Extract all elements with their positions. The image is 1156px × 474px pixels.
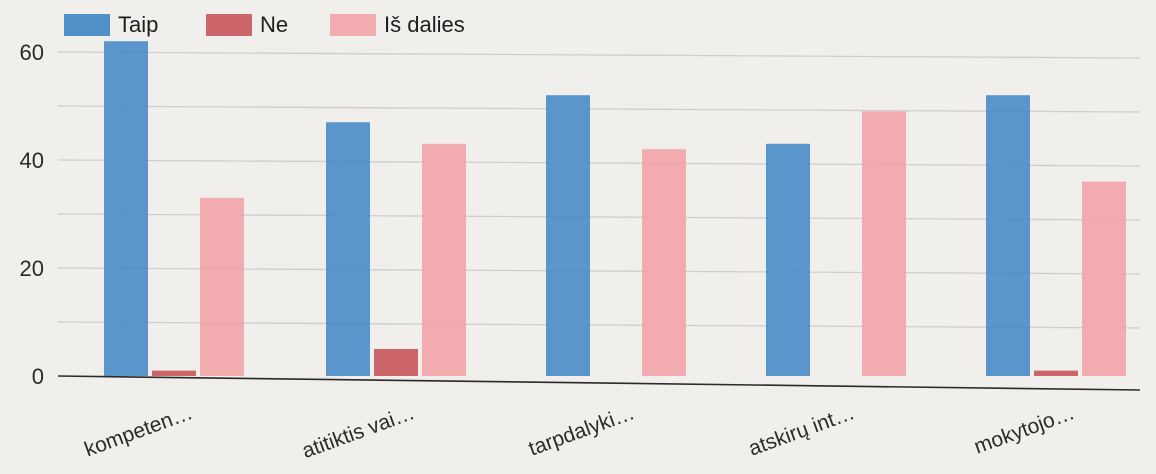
x-category-label: mokytojo… bbox=[971, 401, 1078, 459]
bar-ne bbox=[152, 370, 196, 376]
x-axis-labels: kompeten… atitiktis vai… tarpdalyki… atskir… bbox=[81, 401, 1077, 463]
x-category-label: atskirų int… bbox=[746, 401, 858, 461]
y-tick-label: 40 bbox=[20, 148, 44, 173]
gridline bbox=[57, 51, 1141, 59]
gridline bbox=[57, 105, 1141, 113]
bar-ne bbox=[374, 349, 418, 376]
legend-label: Taip bbox=[118, 12, 158, 37]
bar-taip bbox=[766, 143, 810, 376]
legend-swatch bbox=[330, 14, 376, 36]
gridline bbox=[57, 159, 1141, 167]
bar-iš-dalies bbox=[422, 143, 466, 376]
x-category-label: tarpdalyki… bbox=[526, 401, 638, 461]
bar-iš-dalies bbox=[1082, 181, 1126, 376]
bar-taip bbox=[104, 41, 148, 376]
x-category-label: atitiktis vai… bbox=[299, 401, 418, 463]
x-axis-line bbox=[57, 375, 1141, 391]
bar-taip bbox=[546, 95, 590, 376]
bars bbox=[104, 41, 1126, 377]
bar-ne bbox=[1034, 370, 1078, 376]
legend-swatch bbox=[206, 14, 252, 36]
bar-taip bbox=[986, 95, 1030, 376]
y-tick-label: 60 bbox=[20, 40, 44, 65]
y-axis-ticks: 0 20 40 60 bbox=[20, 40, 44, 389]
y-tick-label: 20 bbox=[20, 256, 44, 281]
y-tick-label: 0 bbox=[32, 364, 44, 389]
legend-label: Ne bbox=[260, 12, 288, 37]
bar-iš-dalies bbox=[200, 197, 244, 376]
legend-swatch bbox=[64, 14, 110, 36]
bar-taip bbox=[326, 122, 370, 376]
bar-iš-dalies bbox=[862, 111, 906, 377]
x-category-label: kompeten… bbox=[81, 401, 195, 461]
bar-iš-dalies bbox=[642, 149, 686, 376]
legend: Taip Ne Iš dalies bbox=[64, 12, 465, 37]
legend-label: Iš dalies bbox=[384, 12, 465, 37]
